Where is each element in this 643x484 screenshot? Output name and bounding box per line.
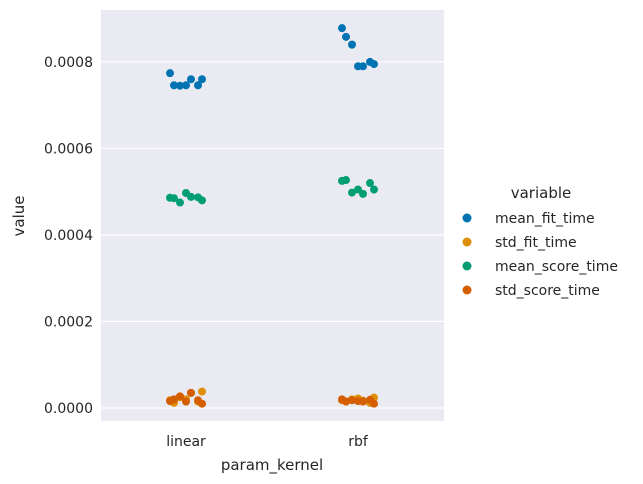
legend-marker [462,285,472,295]
y-tick-label: 0.0006 [44,141,93,157]
data-point-mean-score-time [359,189,367,198]
data-points [166,24,378,408]
data-point-mean-fit-time [370,60,378,69]
grid-lines [101,61,444,409]
data-point-mean-fit-time [187,75,195,84]
data-point-std-score-time [370,399,378,408]
data-point-mean-score-time [176,198,184,207]
data-point-mean-fit-time [348,40,356,49]
x-axis-label: param_kernel [221,456,323,475]
data-point-std-fit-time [198,387,206,396]
y-axis-label: value [10,196,28,237]
y-tick-label: 0.0002 [44,314,93,330]
data-point-mean-score-time [366,179,374,188]
y-tick-label: 0.0008 [44,55,93,71]
data-point-mean-fit-time [359,62,367,71]
data-point-std-score-time [170,395,178,404]
y-axis-ticks: 0.0000 0.0002 0.0004 0.0006 0.0008 [44,55,93,417]
x-tick-label: linear [166,434,206,450]
x-axis-ticks: linear rbf [166,434,369,450]
y-tick-label: 0.0004 [44,228,93,244]
legend: variable mean_fit_time std_fit_time mean_s… [462,184,618,299]
data-point-mean-fit-time [198,75,206,84]
data-point-mean-score-time [198,196,206,205]
legend-label: mean_fit_time [495,211,595,227]
data-point-std-score-time [187,388,195,397]
x-tick-label: rbf [348,434,369,450]
data-point-std-score-time [182,397,190,406]
data-point-mean-fit-time [166,69,174,78]
y-tick-label: 0.0000 [44,401,93,417]
legend-label: mean_score_time [495,259,618,275]
data-point-mean-score-time [187,192,195,201]
legend-marker [462,213,472,223]
data-point-std-score-time [348,396,356,405]
data-point-mean-fit-time [194,81,202,90]
data-point-mean-score-time [370,185,378,194]
data-point-mean-fit-time [176,81,184,90]
legend-title: variable [511,184,572,202]
data-point-mean-score-time [170,194,178,203]
legend-label: std_fit_time [495,235,577,251]
data-point-mean-fit-time [170,81,178,90]
data-point-std-score-time [359,397,367,406]
data-point-mean-score-time [348,188,356,197]
plot-area-background [101,10,444,421]
legend-marker [462,261,472,271]
data-point-mean-fit-time [338,24,346,33]
data-point-mean-score-time [342,176,350,185]
data-point-mean-fit-time [182,81,190,90]
legend-label: std_score_time [495,283,600,299]
data-point-std-score-time [198,399,206,408]
data-point-std-score-time [176,392,184,401]
data-point-mean-fit-time [342,32,350,41]
legend-marker [462,237,472,247]
data-point-std-score-time [342,397,350,406]
